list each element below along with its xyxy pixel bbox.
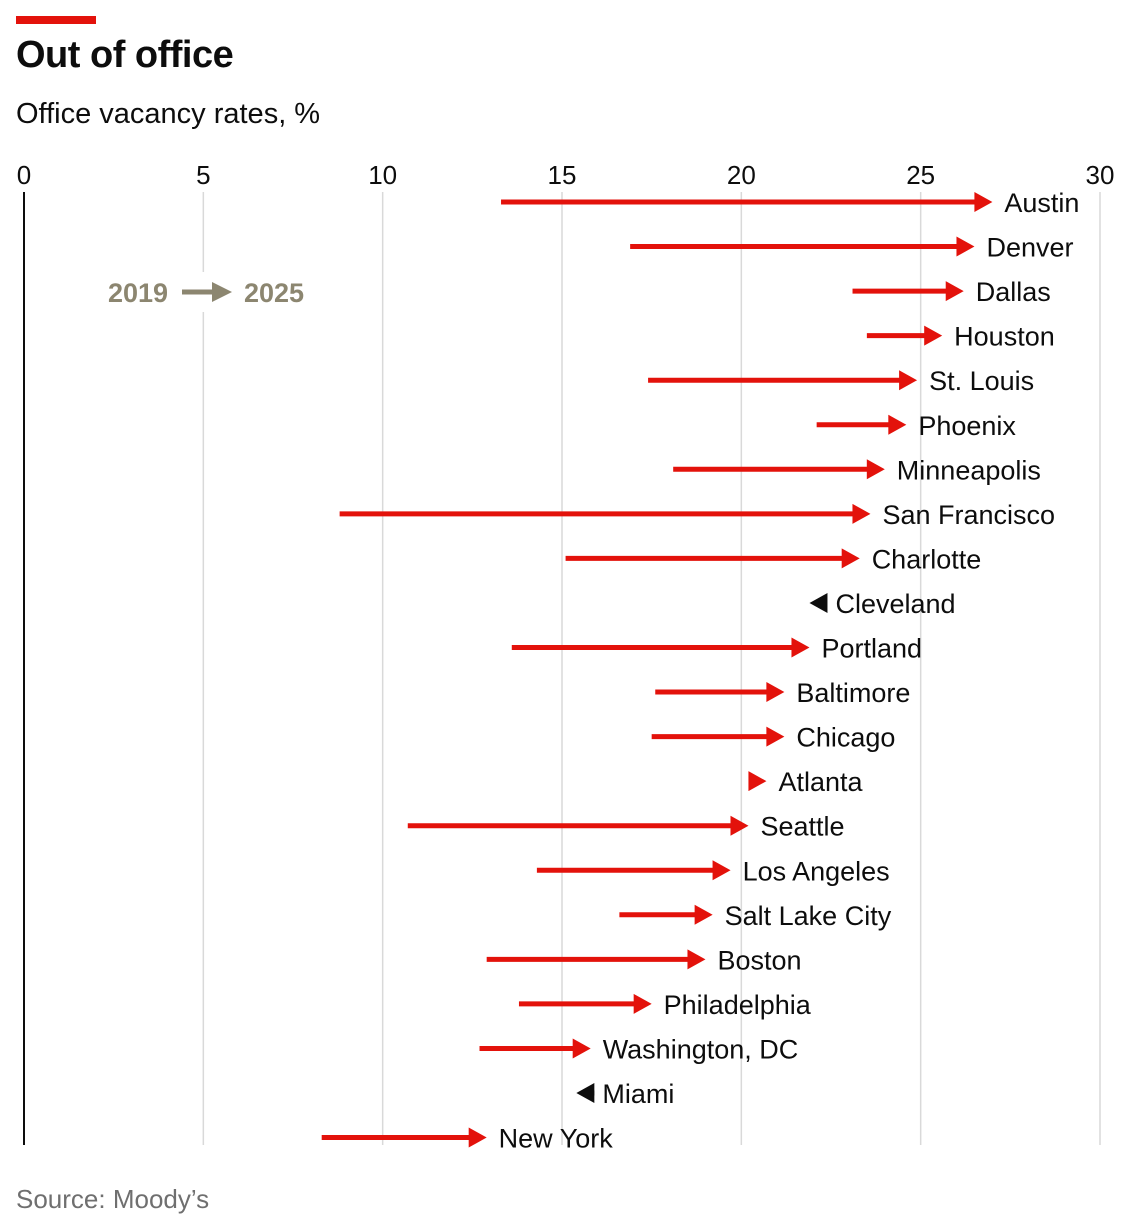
tick-label-20: 20 (727, 160, 756, 190)
legend-from-label: 2019 (108, 278, 168, 308)
arrow-head (841, 548, 860, 569)
city-label-atlanta: Atlanta (778, 767, 863, 797)
arrow-head (852, 503, 871, 524)
arrows (321, 192, 993, 1148)
tick-label-15: 15 (548, 160, 577, 190)
tick-label-30: 30 (1086, 160, 1115, 190)
city-label-dallas: Dallas (976, 277, 1051, 307)
arrow-head (809, 592, 828, 613)
arrow-head (694, 904, 713, 925)
city-label-portland: Portland (821, 634, 922, 664)
arrow-head (633, 993, 652, 1014)
city-label-houston: Houston (954, 322, 1055, 352)
arrow-head (748, 771, 767, 792)
arrow-los-angeles (536, 860, 731, 881)
accent-bar (16, 16, 96, 24)
city-labels: Austin Denver Dallas Houston St. Louis Phoeni… (499, 188, 1080, 1154)
arrow-head (468, 1127, 487, 1148)
arrow-head (712, 860, 731, 881)
city-label-miami: Miami (602, 1079, 674, 1109)
arrow-miami (576, 1083, 595, 1103)
arrow-head (766, 726, 785, 747)
arrow-cleveland (809, 592, 828, 613)
arrow-head (687, 949, 706, 970)
city-label-denver: Denver (986, 233, 1073, 263)
city-label-st-louis: St. Louis (929, 366, 1034, 396)
city-label-baltimore: Baltimore (796, 678, 910, 708)
arrow-head (924, 325, 943, 346)
city-label-chicago: Chicago (796, 723, 895, 753)
arrow-head (572, 1038, 591, 1059)
arrow-head (888, 414, 907, 435)
arrow-san-francisco (339, 503, 871, 524)
chart-subtitle: Office vacancy rates, % (16, 98, 321, 130)
city-label-los-angeles: Los Angeles (743, 856, 890, 886)
arrow-head (945, 281, 964, 302)
city-label-cleveland: Cleveland (835, 589, 955, 619)
arrow-new-york (321, 1127, 487, 1148)
arrow-head (866, 459, 885, 480)
arrow-dallas (852, 281, 964, 302)
legend-arrow-icon (182, 282, 232, 302)
city-label-boston: Boston (717, 945, 801, 975)
gridlines (23, 192, 1101, 1145)
city-label-washington-dc: Washington, DC (603, 1034, 799, 1064)
arrow-salt-lake-city (619, 904, 713, 925)
arrow-head (974, 192, 993, 212)
tick-label-5: 5 (196, 160, 210, 190)
arrow-head (791, 637, 810, 658)
arrow-portland (511, 637, 810, 658)
arrow-atlanta (748, 771, 767, 792)
arrow-charlotte (565, 548, 860, 569)
arrow-seattle (407, 815, 749, 836)
arrow-head (766, 682, 785, 703)
arrow-head (956, 236, 975, 257)
tick-label-10: 10 (368, 160, 397, 190)
arrow-houston (866, 325, 943, 346)
arrow-boston (486, 949, 706, 970)
legend: 2019 2025 (100, 272, 318, 312)
legend-to-label: 2025 (244, 278, 304, 308)
arrow-minneapolis (673, 459, 885, 480)
arrow-phoenix (816, 414, 907, 435)
city-label-phoenix: Phoenix (918, 411, 1016, 441)
arrow-head (899, 370, 918, 391)
arrow-austin (501, 192, 993, 212)
x-axis-ticks: 0 5 10 15 20 25 30 (17, 160, 1115, 190)
arrow-denver (630, 236, 975, 257)
arrow-st-louis (648, 370, 918, 391)
source-note: Source: Moody’s (16, 1184, 210, 1214)
legend-arrow-head (212, 282, 232, 302)
city-label-charlotte: Charlotte (872, 544, 982, 574)
city-label-new-york: New York (499, 1124, 614, 1154)
chart-title: Out of office (16, 34, 234, 76)
tick-label-25: 25 (906, 160, 935, 190)
city-label-seattle: Seattle (761, 812, 845, 842)
city-label-salt-lake-city: Salt Lake City (725, 901, 892, 931)
arrow-chicago (651, 726, 785, 747)
city-label-san-francisco: San Francisco (882, 500, 1055, 530)
arrow-washington-dc (479, 1038, 591, 1059)
city-label-philadelphia: Philadelphia (664, 990, 812, 1020)
arrow-head (730, 815, 749, 836)
arrow-baltimore (655, 682, 785, 703)
arrow-head (576, 1083, 595, 1103)
city-label-austin: Austin (1004, 188, 1079, 218)
city-label-minneapolis: Minneapolis (897, 455, 1041, 485)
arrow-philadelphia (518, 993, 652, 1014)
tick-label-0: 0 (17, 160, 31, 190)
